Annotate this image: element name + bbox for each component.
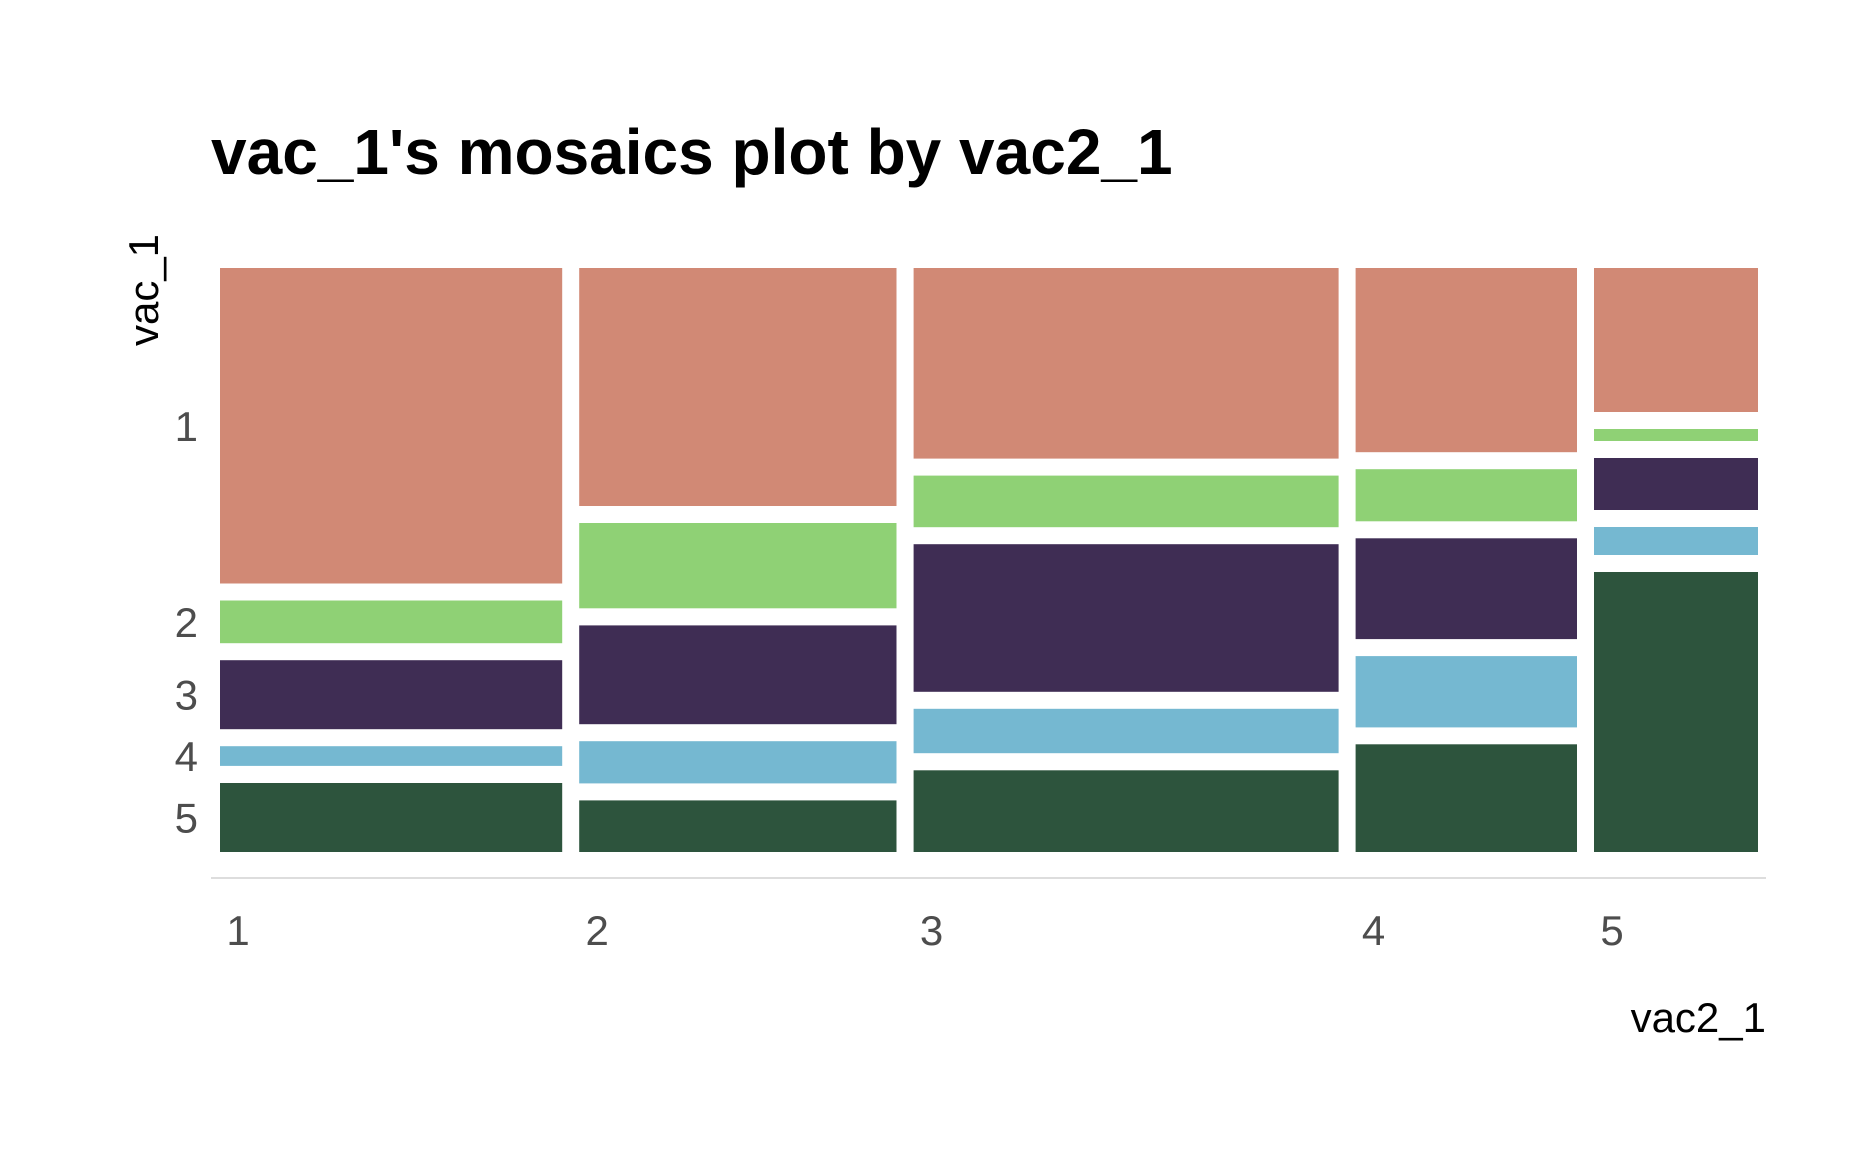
- mosaic-tile-x1-y2: [220, 600, 563, 644]
- mosaic-tile-x3-y3: [913, 544, 1339, 692]
- x-tick-label: 1: [226, 907, 249, 954]
- y-tick-label: 1: [175, 403, 198, 450]
- mosaic-tile-x3-y2: [913, 475, 1339, 528]
- mosaic-tile-x5-y3: [1594, 458, 1758, 510]
- mosaic-tile-x1-y4: [220, 746, 563, 766]
- x-tick-labels: 1 2 3 4 5: [226, 907, 1623, 954]
- mosaic-tile-x4-y3: [1355, 538, 1577, 640]
- y-tick-label: 3: [175, 672, 198, 719]
- x-tick-label: 4: [1362, 907, 1385, 954]
- mosaic-tile-x3-y1: [913, 268, 1339, 459]
- mosaic-tile-x2-y5: [579, 800, 897, 852]
- mosaic-tile-x4-y2: [1355, 469, 1577, 522]
- chart-title: vac_1's mosaics plot by vac2_1: [211, 116, 1173, 188]
- mosaic-tiles: [220, 268, 1758, 852]
- mosaic-tile-x1-y3: [220, 660, 563, 730]
- x-axis-label: vac2_1: [1631, 994, 1766, 1041]
- mosaic-tile-x2-y2: [579, 523, 897, 609]
- mosaic-tile-x1-y1: [220, 268, 563, 584]
- mosaic-tile-x5-y4: [1594, 527, 1758, 555]
- mosaic-tile-x5-y2: [1594, 429, 1758, 441]
- mosaic-tile-x4-y1: [1355, 268, 1577, 453]
- mosaic-tile-x1-y5: [220, 783, 563, 852]
- x-tick-label: 5: [1600, 907, 1623, 954]
- y-tick-label: 2: [175, 599, 198, 646]
- mosaic-tile-x2-y4: [579, 741, 897, 784]
- mosaic-tile-x2-y3: [579, 625, 897, 725]
- mosaic-tile-x3-y5: [913, 770, 1339, 852]
- mosaic-tile-x5-y5: [1594, 572, 1758, 852]
- x-tick-label: 2: [586, 907, 609, 954]
- x-tick-label: 3: [920, 907, 943, 954]
- mosaic-tile-x3-y4: [913, 708, 1339, 754]
- y-tick-label: 5: [175, 795, 198, 842]
- mosaic-tile-x4-y5: [1355, 744, 1577, 852]
- y-tick-label: 4: [175, 733, 198, 780]
- y-tick-labels: 1 2 3 4 5: [175, 403, 198, 842]
- mosaic-tile-x4-y4: [1355, 656, 1577, 728]
- mosaic-tile-x5-y1: [1594, 268, 1758, 412]
- y-axis-label: vac_1: [120, 234, 167, 346]
- mosaic-tile-x2-y1: [579, 268, 897, 506]
